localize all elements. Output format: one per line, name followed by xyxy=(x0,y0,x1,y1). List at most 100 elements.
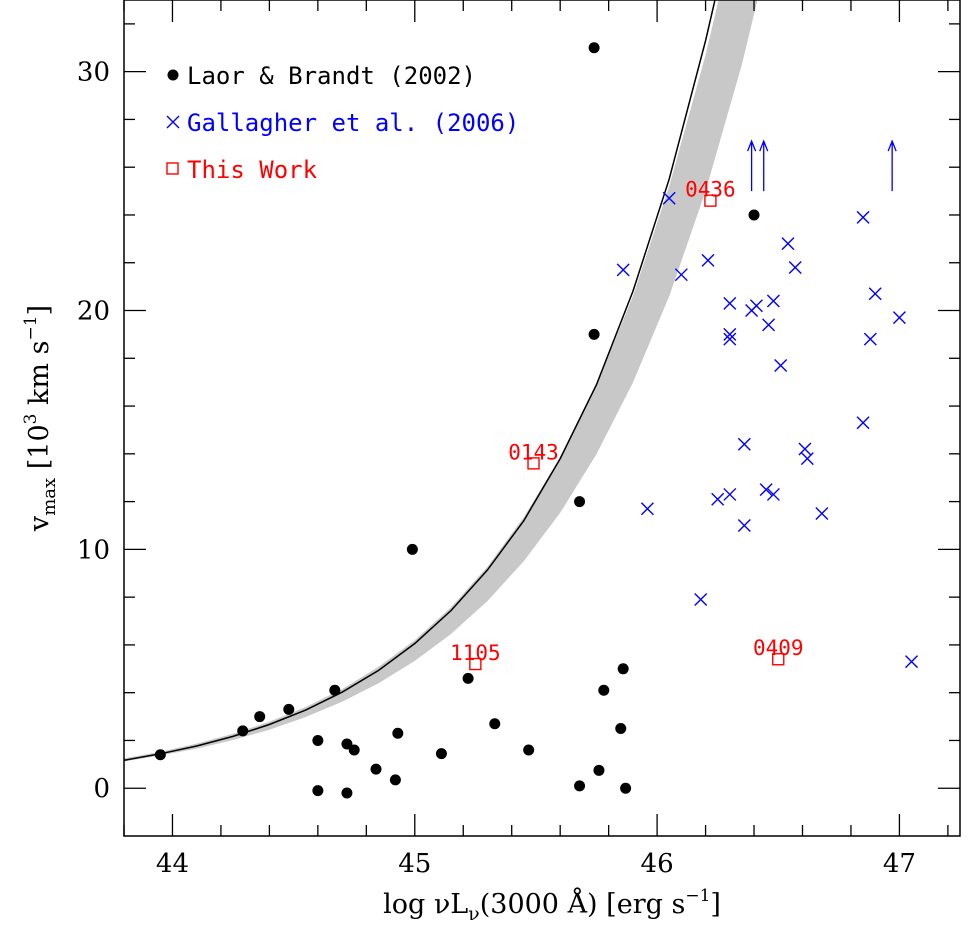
point-laor-15 xyxy=(462,672,474,684)
legend: Laor & Brandt (2002) Gallagher et al. (2… xyxy=(166,62,519,184)
x-axis-label-sup: −1 xyxy=(685,886,710,906)
point-gallagher-2 xyxy=(662,191,676,205)
point-gallagher-26 xyxy=(856,416,870,430)
point-gallagher-29 xyxy=(892,311,906,325)
lower-limit-arrow-0 xyxy=(747,139,757,192)
x-tick-label-44: 44 xyxy=(156,849,189,879)
point-this-work-0 xyxy=(469,657,482,671)
point-laor-0 xyxy=(154,749,166,761)
point-gallagher-10 xyxy=(723,487,737,501)
x-axis-label-sub: ν xyxy=(468,903,480,925)
point-gallagher-17 xyxy=(766,294,780,308)
point-gallagher-5 xyxy=(701,253,715,267)
point-laor-23 xyxy=(598,684,610,696)
point-gallagher-28 xyxy=(868,287,882,301)
x-tick-label-45: 45 xyxy=(398,849,431,879)
point-gallagher-6 xyxy=(711,492,725,506)
legend-marker-dot xyxy=(167,69,179,81)
data-points xyxy=(154,42,919,799)
point-laor-2 xyxy=(254,711,266,723)
legend-item-this-work: This Work xyxy=(166,156,318,184)
point-laor-20 xyxy=(588,42,600,54)
annotation-0436: 0436 xyxy=(685,178,736,202)
point-gallagher-7 xyxy=(723,296,737,310)
point-gallagher-19 xyxy=(774,358,788,372)
y-axis-label-sup1: 3 xyxy=(21,414,41,425)
annotations: 1105 0143 0436 0409 xyxy=(450,178,803,665)
point-gallagher-27 xyxy=(863,332,877,346)
point-gallagher-3 xyxy=(674,268,688,282)
x-axis-label-mid: (3000 Å) [erg s xyxy=(480,887,686,920)
y-tick-label-20: 20 xyxy=(77,297,110,327)
point-gallagher-16 xyxy=(759,483,773,497)
point-gallagher-4 xyxy=(694,593,708,607)
point-laor-26 xyxy=(620,782,632,794)
annotation-0143: 0143 xyxy=(508,440,559,464)
model-curve xyxy=(124,0,716,762)
point-gallagher-18 xyxy=(766,487,780,501)
point-gallagher-15 xyxy=(762,318,776,332)
point-gallagher-11 xyxy=(737,437,751,451)
point-laor-4 xyxy=(329,684,341,696)
point-laor-27 xyxy=(748,209,760,221)
point-gallagher-20 xyxy=(781,237,795,251)
point-laor-5 xyxy=(312,734,324,746)
point-laor-21 xyxy=(588,328,600,340)
x-axis-label-prefix: log νL xyxy=(383,889,468,920)
point-laor-24 xyxy=(615,723,627,735)
point-laor-13 xyxy=(406,543,418,555)
point-laor-10 xyxy=(370,763,382,775)
axis-ticks: 44 45 46 47 0 10 20 30 xyxy=(77,0,960,879)
point-gallagher-24 xyxy=(815,507,829,521)
point-gallagher-9 xyxy=(723,332,737,346)
y-tick-label-10: 10 xyxy=(77,535,110,565)
point-gallagher-21 xyxy=(788,261,802,275)
lower-limit-arrow-2 xyxy=(887,139,897,192)
point-laor-3 xyxy=(283,703,295,715)
legend-marker-square xyxy=(166,162,179,175)
point-this-work-2 xyxy=(704,194,717,207)
point-laor-17 xyxy=(523,744,535,756)
point-laor-1 xyxy=(237,725,249,737)
legend-label-gallagher: Gallagher et al. (2006) xyxy=(187,109,519,137)
point-laor-11 xyxy=(389,774,401,786)
point-laor-25 xyxy=(617,663,629,675)
x-tick-label-47: 47 xyxy=(883,849,916,879)
lower-limit-arrow-1 xyxy=(759,139,769,192)
point-laor-14 xyxy=(435,748,447,760)
y-axis-label-main: v xyxy=(24,515,55,532)
plot-frame xyxy=(123,0,961,837)
point-gallagher-8 xyxy=(723,327,737,341)
y-axis-label-sup2: −1 xyxy=(21,315,41,340)
y-axis-label-suffix: ] xyxy=(24,305,55,316)
point-gallagher-30 xyxy=(905,655,919,669)
legend-item-laor: Laor & Brandt (2002) xyxy=(167,62,476,90)
point-laor-12 xyxy=(392,727,404,739)
x-tick-label-46: 46 xyxy=(641,849,674,879)
point-this-work-3 xyxy=(772,653,785,666)
point-this-work-1 xyxy=(527,457,540,470)
point-gallagher-25 xyxy=(856,210,870,224)
point-laor-7 xyxy=(341,738,353,750)
point-gallagher-14 xyxy=(749,299,763,313)
y-axis-label-mid: [10 xyxy=(24,424,55,477)
legend-item-gallagher: Gallagher et al. (2006) xyxy=(166,109,519,137)
legend-label-laor: Laor & Brandt (2002) xyxy=(187,62,476,90)
y-axis-label-sub: max xyxy=(39,478,60,516)
x-axis-label: log νLν(3000 Å) [erg s−1] xyxy=(383,886,721,925)
point-laor-8 xyxy=(341,787,353,799)
point-gallagher-23 xyxy=(800,452,814,466)
y-tick-label-0: 0 xyxy=(93,774,110,804)
point-gallagher-1 xyxy=(640,502,654,516)
model-band-fill xyxy=(124,0,758,762)
legend-label-this-work: This Work xyxy=(187,156,318,184)
legend-marker-cross xyxy=(166,115,180,129)
point-laor-16 xyxy=(489,718,501,730)
annotation-1105: 1105 xyxy=(450,641,501,665)
x-axis-label-suffix: ] xyxy=(710,889,721,920)
point-laor-19 xyxy=(574,780,586,792)
point-gallagher-0 xyxy=(616,263,630,277)
point-laor-18 xyxy=(574,496,586,508)
model-band xyxy=(124,0,758,762)
